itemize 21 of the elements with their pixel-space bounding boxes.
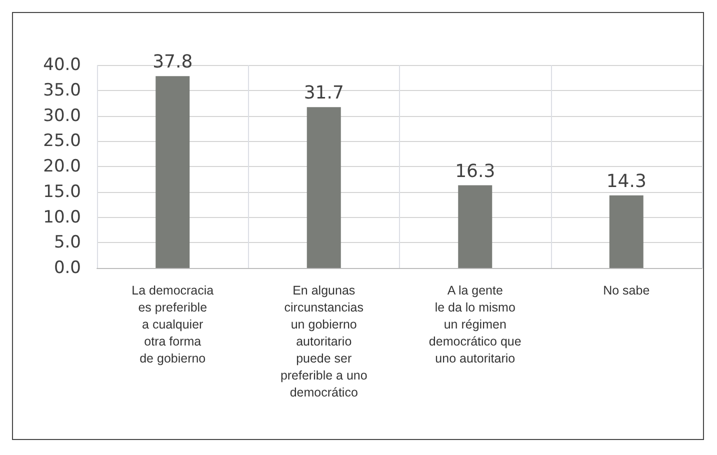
- data-label: 31.7: [304, 82, 344, 104]
- data-label: 16.3: [455, 160, 496, 182]
- x-tick-label: La democracia es preferible a cualquier otra forma de gobierno: [132, 284, 214, 366]
- y-tick-label: 35.0: [43, 80, 81, 100]
- y-tick-label: 40.0: [43, 55, 81, 75]
- y-tick-label: 15.0: [43, 182, 81, 202]
- y-tick-label: 20.0: [43, 156, 81, 176]
- bar: [306, 107, 341, 268]
- data-label: 14.3: [606, 170, 646, 192]
- y-tick-label: 5.0: [54, 232, 81, 253]
- bar: [609, 195, 644, 268]
- y-tick-label: 25.0: [43, 131, 81, 152]
- y-tick-label: 10.0: [43, 207, 81, 228]
- bar: [458, 185, 492, 268]
- x-tick-label: No sabe: [603, 284, 650, 298]
- bar: [156, 76, 190, 268]
- data-label: 37.8: [152, 52, 193, 73]
- x-tick-label: En algunas circunstancias un gobierno autoritario puede ser preferible a uno democrático: [280, 284, 368, 400]
- y-tick-label: 30.0: [43, 106, 81, 126]
- y-tick-label: 0.0: [54, 258, 81, 278]
- x-tick-label: A la gente le da lo mismo un régimen democrático que uno autoritario: [428, 284, 522, 366]
